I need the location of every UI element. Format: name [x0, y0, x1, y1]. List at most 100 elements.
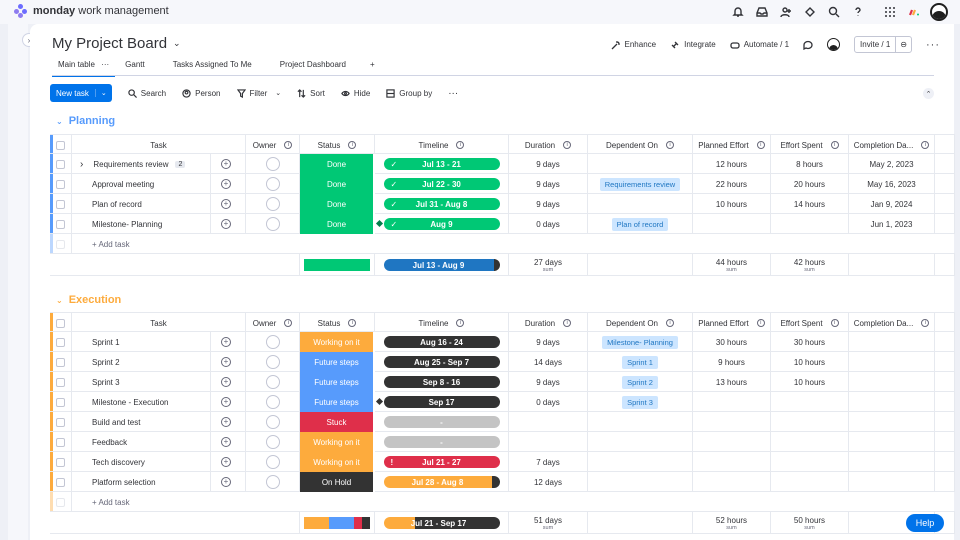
table-row[interactable]: Plan of record + Done ✓ Jul 31 - Aug 8 9 days…	[50, 194, 955, 214]
cell-planned[interactable]	[693, 392, 771, 412]
table-row[interactable]: Sprint 1 + Working on it Aug 16 - 24 9 days M…	[50, 332, 955, 352]
cell-timeline[interactable]: ✓ Aug 9	[375, 214, 509, 234]
filter-button[interactable]: Filter ⌄	[236, 89, 281, 98]
status-label[interactable]: Future steps	[300, 372, 373, 392]
cell-timeline[interactable]: Sep 8 - 16	[375, 372, 509, 392]
cell-status[interactable]: Future steps	[300, 392, 375, 412]
new-task-button[interactable]: New task ⌄	[50, 84, 112, 102]
cell-spent[interactable]	[771, 412, 849, 432]
cell-completion[interactable]: Jun 1, 2023	[849, 214, 935, 234]
cell-spent[interactable]: 20 hours	[771, 174, 849, 194]
cell-completion[interactable]: May 2, 2023	[849, 154, 935, 174]
row-checkbox[interactable]	[56, 357, 65, 367]
row-checkbox[interactable]	[56, 417, 65, 427]
cell-status[interactable]: Done	[300, 194, 375, 214]
info-icon[interactable]: i	[348, 319, 357, 327]
cell-duration[interactable]: 14 days	[509, 352, 588, 372]
chevron-down-icon[interactable]: ⌄	[94, 89, 112, 97]
cell-tail[interactable]	[935, 174, 955, 194]
cell-spent[interactable]	[771, 432, 849, 452]
task-name[interactable]: Platform selection	[92, 477, 156, 487]
inbox-icon[interactable]	[750, 2, 774, 22]
cell-timeline[interactable]: ✓ Jul 13 - 21	[375, 154, 509, 174]
table-row[interactable]: › Requirements review 2 + Done ✓ Jul 13 - 21 9 …	[50, 154, 955, 174]
table-row[interactable]: Sprint 2 + Future steps Aug 25 - Sep 7 14 da…	[50, 352, 955, 372]
tab-tasks-assigned[interactable]: Tasks Assigned To Me	[172, 60, 252, 69]
timeline-pill[interactable]: Sep 8 - 16	[383, 376, 500, 388]
cell-duration[interactable]: 0 days	[509, 392, 588, 412]
timeline-pill[interactable]: Aug 16 - 24	[383, 336, 500, 348]
status-label[interactable]: Working on it	[300, 332, 373, 352]
status-label[interactable]: On Hold	[300, 472, 373, 492]
cell-timeline[interactable]: Jul 28 - Aug 8	[375, 472, 509, 492]
cell-cb[interactable]	[50, 352, 72, 372]
cell-dependent[interactable]	[588, 194, 693, 214]
cell-dependent[interactable]: Sprint 2	[588, 372, 693, 392]
add-task-input[interactable]: + Add task	[92, 239, 130, 249]
tab-gantt[interactable]: Gantt	[125, 60, 145, 69]
dependency-tag[interactable]: Requirements review	[599, 177, 681, 191]
status-label[interactable]: Working on it	[300, 432, 373, 452]
info-icon[interactable]: i	[921, 141, 930, 149]
status-label[interactable]: Future steps	[300, 352, 373, 372]
add-update-icon[interactable]: +	[221, 199, 231, 209]
person-placeholder-icon[interactable]	[265, 157, 280, 171]
person-placeholder-icon[interactable]	[265, 217, 280, 231]
help-button[interactable]: Help	[906, 514, 944, 532]
column-header-cb[interactable]	[50, 135, 72, 155]
cell-owner[interactable]	[246, 452, 300, 472]
table-row[interactable]: Sprint 3 + Future steps Sep 8 - 16 9 days Spr…	[50, 372, 955, 392]
cell-status[interactable]: Working on it	[300, 332, 375, 352]
column-header-owner[interactable]: Owner i	[246, 135, 300, 155]
cell-owner[interactable]	[246, 194, 300, 214]
cell-task[interactable]: Milestone- Planning +	[72, 214, 246, 234]
task-name[interactable]: Build and test	[92, 417, 141, 427]
add-task-row[interactable]: + Add task	[50, 492, 955, 512]
info-icon[interactable]: i	[756, 319, 765, 327]
cell-owner[interactable]	[246, 154, 300, 174]
cell-tail[interactable]	[935, 332, 955, 352]
grid-menu-icon[interactable]	[878, 2, 902, 22]
tab-main-table[interactable]: Main table ···	[52, 58, 116, 77]
board-owner-avatar[interactable]	[827, 38, 841, 51]
cell-tail[interactable]	[935, 432, 955, 452]
column-header-spent[interactable]: Effort Spent i	[771, 135, 849, 155]
info-icon[interactable]: i	[666, 141, 675, 149]
status-label[interactable]: Stuck	[300, 412, 373, 432]
cell-planned[interactable]	[693, 214, 771, 234]
app-logo[interactable]: monday work management	[14, 4, 169, 18]
cell-task[interactable]: › Requirements review 2 +	[72, 154, 246, 174]
cell-task[interactable]: Sprint 3 +	[72, 372, 246, 392]
timeline-pill[interactable]: Aug 25 - Sep 7	[383, 356, 500, 368]
monday-logo-icon[interactable]	[902, 2, 926, 22]
cell-tail[interactable]	[935, 412, 955, 432]
cell-spent[interactable]	[771, 214, 849, 234]
add-update-icon[interactable]: +	[221, 477, 231, 487]
dependency-tag[interactable]: Sprint 1	[622, 355, 658, 369]
cell-dependent[interactable]: Requirements review	[588, 174, 693, 194]
cell-task[interactable]: Milestone - Execution +	[72, 392, 246, 412]
cell-completion[interactable]	[849, 332, 935, 352]
timeline-pill[interactable]: Sep 17	[375, 396, 500, 408]
cell-completion[interactable]: Jan 9, 2024	[849, 194, 935, 214]
cell-spent[interactable]	[771, 392, 849, 412]
cell-duration[interactable]: 9 days	[509, 332, 588, 352]
column-header-duration[interactable]: Duration i	[509, 135, 588, 155]
search-icon[interactable]	[822, 2, 846, 22]
task-name[interactable]: Milestone - Execution	[92, 397, 169, 407]
cell-status[interactable]: Working on it	[300, 452, 375, 472]
person-placeholder-icon[interactable]	[265, 435, 280, 449]
column-header-planned[interactable]: Planned Effort i	[693, 135, 771, 155]
dependency-tag[interactable]: Milestone- Planning	[602, 335, 678, 349]
add-update-icon[interactable]: +	[221, 377, 231, 387]
cell-task[interactable]: Approval meeting +	[72, 174, 246, 194]
column-header-dependent[interactable]: Dependent On i	[588, 313, 693, 333]
person-placeholder-icon[interactable]	[265, 177, 280, 191]
user-avatar[interactable]	[930, 3, 948, 21]
cell-timeline[interactable]: Sep 17	[375, 392, 509, 412]
comment-icon[interactable]	[803, 40, 813, 50]
cell-timeline[interactable]: ✓ Jul 31 - Aug 8	[375, 194, 509, 214]
cell-task[interactable]: Sprint 2 +	[72, 352, 246, 372]
row-checkbox[interactable]	[56, 397, 65, 407]
hide-button[interactable]: Hide	[341, 89, 370, 98]
